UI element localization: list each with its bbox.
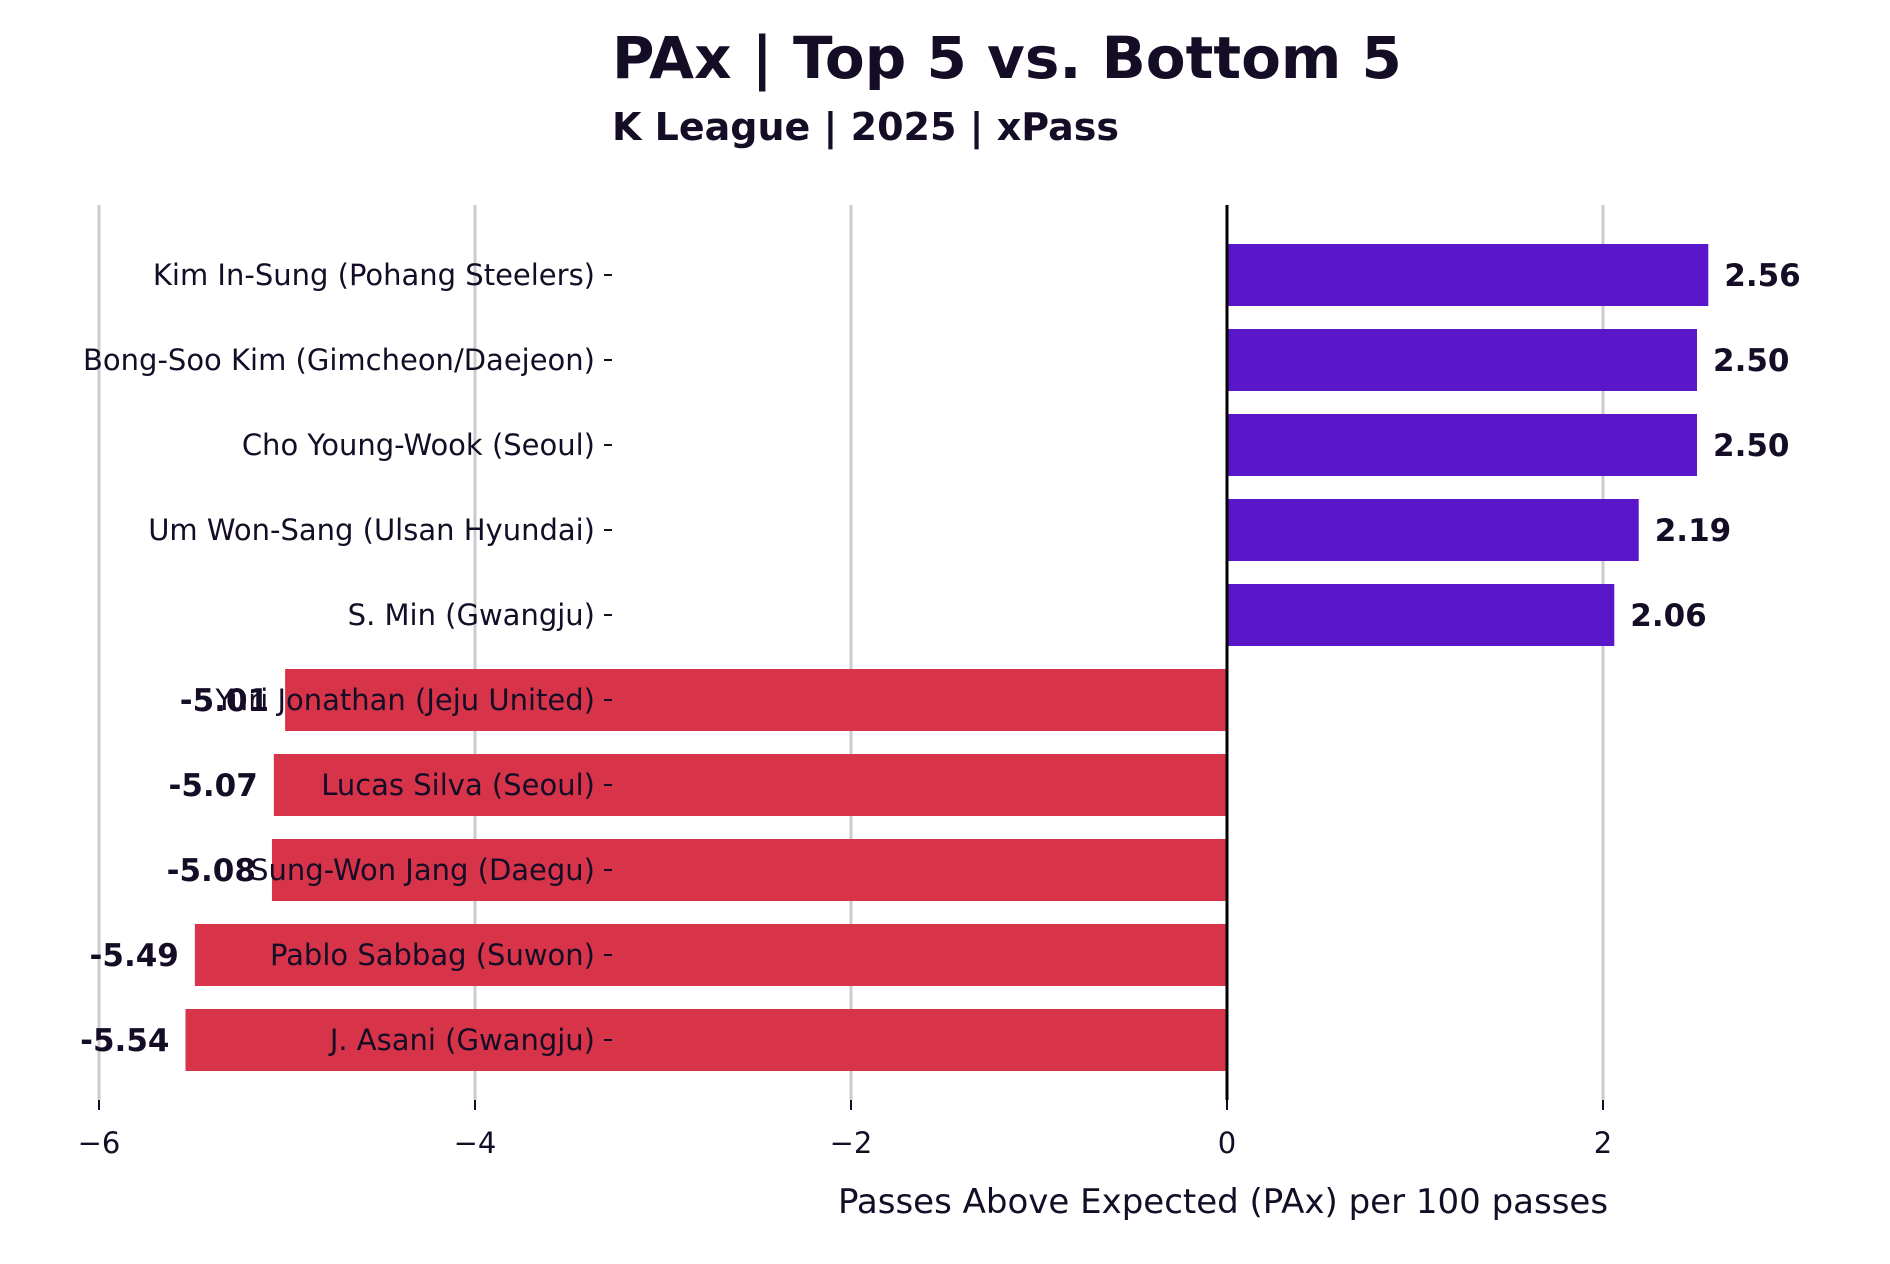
bar-value-label: -5.01 — [180, 683, 269, 719]
bar — [194, 924, 1227, 986]
bar — [285, 669, 1227, 731]
y-tick-label: Sung-Won Jang (Daegu) — [250, 853, 595, 887]
chart-subtitle: K League | 2025 | xPass — [612, 105, 1119, 150]
y-tick-label: Pablo Sabbag (Suwon) — [270, 938, 595, 972]
bar — [273, 754, 1228, 816]
chart-title: PAx | Top 5 vs. Bottom 5 — [612, 24, 1402, 92]
bar-value-label: 2.50 — [1713, 428, 1790, 464]
bar-value-label: -5.08 — [167, 853, 256, 889]
x-axis-label: Passes Above Expected (PAx) per 100 pass… — [838, 1182, 1608, 1222]
x-axis: −6−4−20246 — [78, 1100, 1612, 1160]
bars — [185, 244, 1709, 1071]
y-tick-label: Kim In-Sung (Pohang Steelers) — [153, 258, 595, 292]
bar — [271, 839, 1228, 901]
x-tick-label: 0 — [1218, 1126, 1236, 1160]
x-tick-label: 2 — [1594, 1126, 1612, 1160]
bar-value-label: -5.07 — [168, 768, 257, 804]
bar-value-label: -5.49 — [90, 938, 179, 974]
y-tick-label: Yuri Jonathan (Jeju United) — [215, 683, 596, 717]
bar-value-label: -5.54 — [80, 1023, 169, 1059]
y-tick-label: Um Won-Sang (Ulsan Hyundai) — [148, 513, 595, 547]
value-labels: 2.56 2.50 2.50 2.19 2.06 -5.01 -5.07 -5.08 -5.49… — [80, 258, 1801, 1059]
bar-value-label: 2.56 — [1724, 258, 1801, 294]
bar-value-label: 2.19 — [1655, 513, 1732, 549]
y-tick-label: J. Asani (Gwangju) — [328, 1023, 595, 1057]
bar — [185, 1009, 1228, 1071]
bar-value-label: 2.06 — [1630, 598, 1707, 634]
bar — [1227, 584, 1615, 646]
y-axis: Kim In-Sung (Pohang Steelers) Bong-Soo Ki… — [83, 258, 612, 1057]
bar — [1227, 244, 1709, 306]
x-tick-label: −6 — [78, 1126, 121, 1160]
y-tick-label: S. Min (Gwangju) — [348, 598, 595, 632]
y-tick-label: Bong-Soo Kim (Gimcheon/Daejeon) — [83, 343, 595, 377]
bar — [1227, 499, 1639, 561]
y-tick-label: Lucas Silva (Seoul) — [321, 768, 595, 802]
y-tick-label: Cho Young-Wook (Seoul) — [242, 428, 595, 462]
x-tick-label: −2 — [830, 1126, 873, 1160]
bar-value-label: 2.50 — [1713, 343, 1790, 379]
bar — [1227, 414, 1697, 476]
bar — [1227, 329, 1697, 391]
x-tick-label: −4 — [454, 1126, 497, 1160]
